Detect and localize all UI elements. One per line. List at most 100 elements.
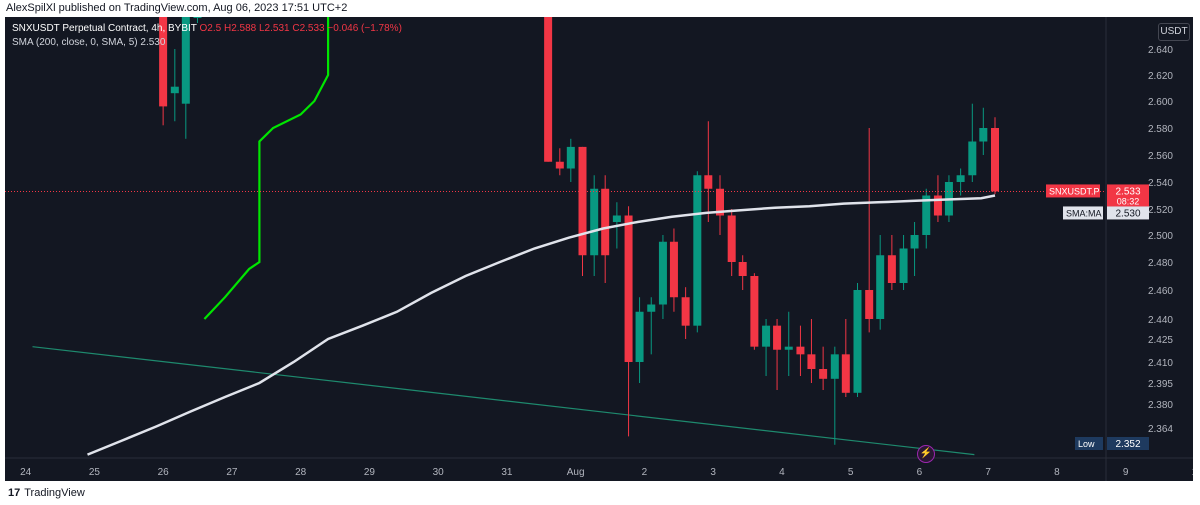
candle-body[interactable] (624, 215, 633, 363)
candle-body[interactable] (910, 235, 919, 249)
candle-body[interactable] (922, 195, 931, 236)
x-tick-label: 1 (1192, 467, 1193, 478)
low-value: L2.531 (259, 23, 290, 34)
candle-body[interactable] (853, 290, 862, 393)
candle-body[interactable] (669, 241, 678, 298)
x-tick-label: 9 (1123, 467, 1129, 478)
candle-body[interactable] (807, 354, 816, 369)
y-tick-label: 2.364 (1148, 424, 1173, 435)
candle-body[interactable] (544, 17, 553, 162)
candle-body[interactable] (647, 304, 656, 312)
candle-body[interactable] (968, 141, 977, 176)
high-value: H2.588 (223, 23, 257, 34)
sma-line[interactable] (87, 194, 996, 456)
candle-body[interactable] (716, 188, 724, 216)
candle-body[interactable] (887, 255, 896, 283)
low-price-tag (1107, 437, 1149, 450)
candle-body[interactable] (865, 290, 874, 319)
y-tick-label: 2.460 (1148, 286, 1173, 297)
candle-body[interactable] (979, 128, 988, 142)
sma-price-value: 2.530 (1115, 208, 1140, 219)
tradingview-logo[interactable]: 17 TradingView (8, 487, 85, 499)
x-tick-label: 27 (226, 467, 238, 478)
last-price-tag (1107, 184, 1149, 207)
low-tag-label: Low (1078, 439, 1095, 449)
x-tick-label: 5 (848, 467, 854, 478)
candle-body[interactable] (956, 175, 965, 182)
x-tick-label: 6 (917, 467, 923, 478)
symbol-label[interactable]: SNXUSDT Perpetual Contract, 4h, BYBIT (12, 23, 197, 34)
candle-body[interactable] (784, 346, 793, 350)
candle-body[interactable] (727, 215, 736, 263)
candle-body[interactable] (193, 17, 202, 18)
x-tick-label: 25 (89, 467, 101, 478)
x-tick-label: 8 (1054, 467, 1060, 478)
chart-frame (5, 17, 1193, 481)
candle-body[interactable] (933, 195, 942, 216)
lightning-icon[interactable]: ⚡ (917, 445, 935, 463)
candle-body[interactable] (693, 175, 702, 326)
y-tick-label: 2.540 (1148, 178, 1173, 189)
y-tick-label: 2.395 (1148, 379, 1173, 390)
x-tick-label: 26 (158, 467, 170, 478)
open-value: O2.5 (199, 23, 222, 34)
candle-body[interactable] (819, 369, 828, 379)
y-tick-label: 2.425 (1148, 335, 1173, 346)
x-tick-label: 24 (20, 467, 32, 478)
candle-body[interactable] (762, 325, 771, 347)
candle-body[interactable] (578, 146, 587, 256)
y-tick-label: 2.380 (1148, 400, 1173, 411)
candle-body[interactable] (658, 241, 667, 305)
low-tag (1075, 437, 1103, 450)
candle-body[interactable] (555, 161, 564, 169)
x-tick-label: Aug (567, 467, 585, 478)
candle-body[interactable] (738, 262, 747, 276)
y-tick-label: 2.640 (1148, 45, 1173, 56)
sma-value: 2.530 (140, 37, 166, 48)
candle-body[interactable] (830, 354, 839, 379)
candle-body[interactable] (750, 276, 759, 347)
low-price-value: 2.352 (1115, 439, 1140, 450)
candle-body[interactable] (876, 255, 885, 319)
symbol-tag-label: SNXUSDT.P (1049, 186, 1100, 196)
brand-name: TradingView (24, 487, 85, 499)
candle-body[interactable] (566, 146, 575, 169)
candle-body[interactable] (704, 175, 713, 189)
x-tick-label: 3 (710, 467, 716, 478)
candle-body[interactable] (590, 188, 599, 256)
sma-price-tag (1107, 206, 1149, 220)
y-tick-label: 2.500 (1148, 231, 1173, 242)
candle-body[interactable] (681, 297, 690, 326)
x-tick-label: 31 (501, 467, 513, 478)
candle-body[interactable] (991, 128, 999, 192)
candlestick-chart[interactable]: 2.640 2.620 2.600 2.580 2.560 2.540 2.520 2.500… (5, 17, 1193, 481)
sma-tag-label: SMA:MA (1066, 208, 1102, 218)
candle-body[interactable] (899, 248, 908, 284)
y-tick-label: 2.480 (1148, 258, 1173, 269)
candle-body[interactable] (170, 86, 179, 94)
countdown-timer: 08:32 (1117, 196, 1140, 206)
x-tick-label: 30 (433, 467, 445, 478)
change-value: −0.046 (−1.78%) (327, 23, 402, 34)
candle-body[interactable] (159, 17, 168, 107)
x-tick-label: 2 (642, 467, 648, 478)
indicator-line[interactable] (203, 17, 330, 320)
publish-bar: AlexSpilXl published on TradingView.com,… (0, 0, 1200, 17)
candle-body[interactable] (181, 17, 190, 104)
last-price-value: 2.533 (1115, 186, 1140, 197)
y-tick-label: 2.580 (1148, 124, 1173, 135)
candle-body[interactable] (635, 311, 644, 362)
candle-body[interactable] (796, 346, 805, 355)
trendline[interactable] (32, 346, 975, 456)
sma-label[interactable]: SMA (200, close, 0, SMA, 5) (12, 37, 138, 48)
candle-body[interactable] (612, 215, 621, 223)
candle-body[interactable] (773, 325, 782, 350)
candle-body[interactable] (841, 354, 850, 393)
close-value: C2.533 (292, 23, 325, 34)
candle-body[interactable] (601, 188, 610, 256)
currency-button[interactable]: USDT (1158, 23, 1190, 41)
published-by-text: AlexSpilXl published on TradingView.com,… (6, 2, 348, 14)
footer: 17 TradingView (0, 484, 1200, 505)
tv-logo-icon: 17 (8, 487, 21, 499)
y-tick-label: 2.620 (1148, 71, 1173, 82)
